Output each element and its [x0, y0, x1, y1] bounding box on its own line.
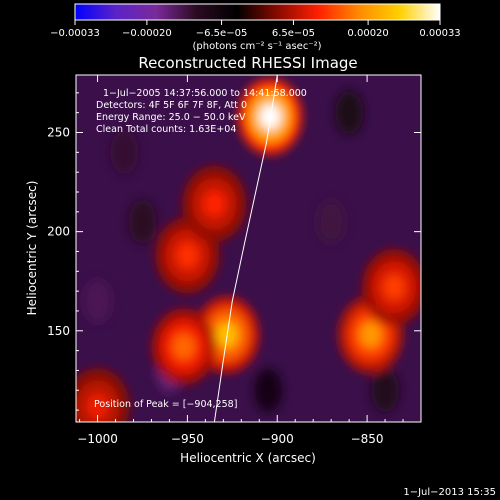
y-tick-label: 200 [47, 225, 70, 239]
source-core [172, 333, 195, 360]
annotation-detectors: Detectors: 4F 5F 6F 7F 8F, Att 0 [96, 100, 247, 111]
plot-frame [75, 74, 422, 423]
x-tick-label: −850 [351, 432, 384, 446]
negative-blob [128, 199, 157, 244]
chart-title: Reconstructed RHESSI Image [138, 54, 357, 72]
source-core [383, 274, 406, 301]
colorbar-bar [74, 3, 441, 21]
source-core [176, 242, 199, 269]
y-tick-label: 150 [47, 324, 70, 338]
solar-limb-curve [213, 75, 278, 422]
negative-blob [371, 368, 400, 413]
colorbar-units-label: (photons cm⁻² s⁻¹ asec⁻²) [192, 41, 321, 52]
colorbar-tick-label: 6.5e−05 [272, 28, 315, 39]
annotation-peak-position: Position of Peak = [−904,258] [94, 399, 237, 410]
colorbar-tick-label: −6.5e−05 [196, 28, 248, 39]
heatmap-layer [76, 78, 421, 422]
x-tick-label: −900 [261, 432, 294, 446]
x-axis-label: Heliocentric X (arcsec) [180, 451, 316, 465]
colorbar-tick-label: 0.00020 [347, 28, 388, 39]
y-tick-label: 250 [47, 126, 70, 140]
source-core [86, 393, 109, 420]
negative-blob [83, 279, 112, 324]
source-core [259, 103, 282, 130]
x-axis: −1000 −950 −900 −850 [77, 75, 422, 446]
source-core [359, 321, 382, 348]
x-tick-label: −1000 [77, 432, 118, 446]
annotation-energy-range: Energy Range: 25.0 − 50.0 keV [96, 112, 246, 123]
colorbar-tick-label: −0.00020 [122, 28, 172, 39]
colorbar-tick-label: 0.00033 [419, 28, 460, 39]
negative-blob [317, 199, 346, 244]
annotation-clean: Clean Total counts: 1.63E+04 [96, 124, 236, 135]
x-tick-label: −950 [171, 432, 204, 446]
negative-blob [254, 368, 283, 413]
plot-area [76, 75, 421, 422]
negative-blob [110, 130, 139, 175]
negative-blob [335, 90, 364, 135]
source-core [203, 190, 226, 217]
footer-date: 1−Jul−2013 15:35 [403, 487, 496, 498]
y-axis: 150 200 250 [47, 92, 421, 411]
colorbar-tick-label: −0.00033 [50, 28, 100, 39]
annotation-time-range: 1−Jul−2005 14:37:56.000 to 14:41:58.000 [103, 88, 307, 99]
colorbar: −0.00033 −0.00020 −6.5e−05 6.5e−05 0.00020 0.… [50, 3, 461, 52]
y-axis-label: Heliocentric Y (arcsec) [25, 181, 39, 316]
colorbar-ticks: −0.00033 −0.00020 −6.5e−05 6.5e−05 0.00020 0.… [50, 20, 461, 39]
